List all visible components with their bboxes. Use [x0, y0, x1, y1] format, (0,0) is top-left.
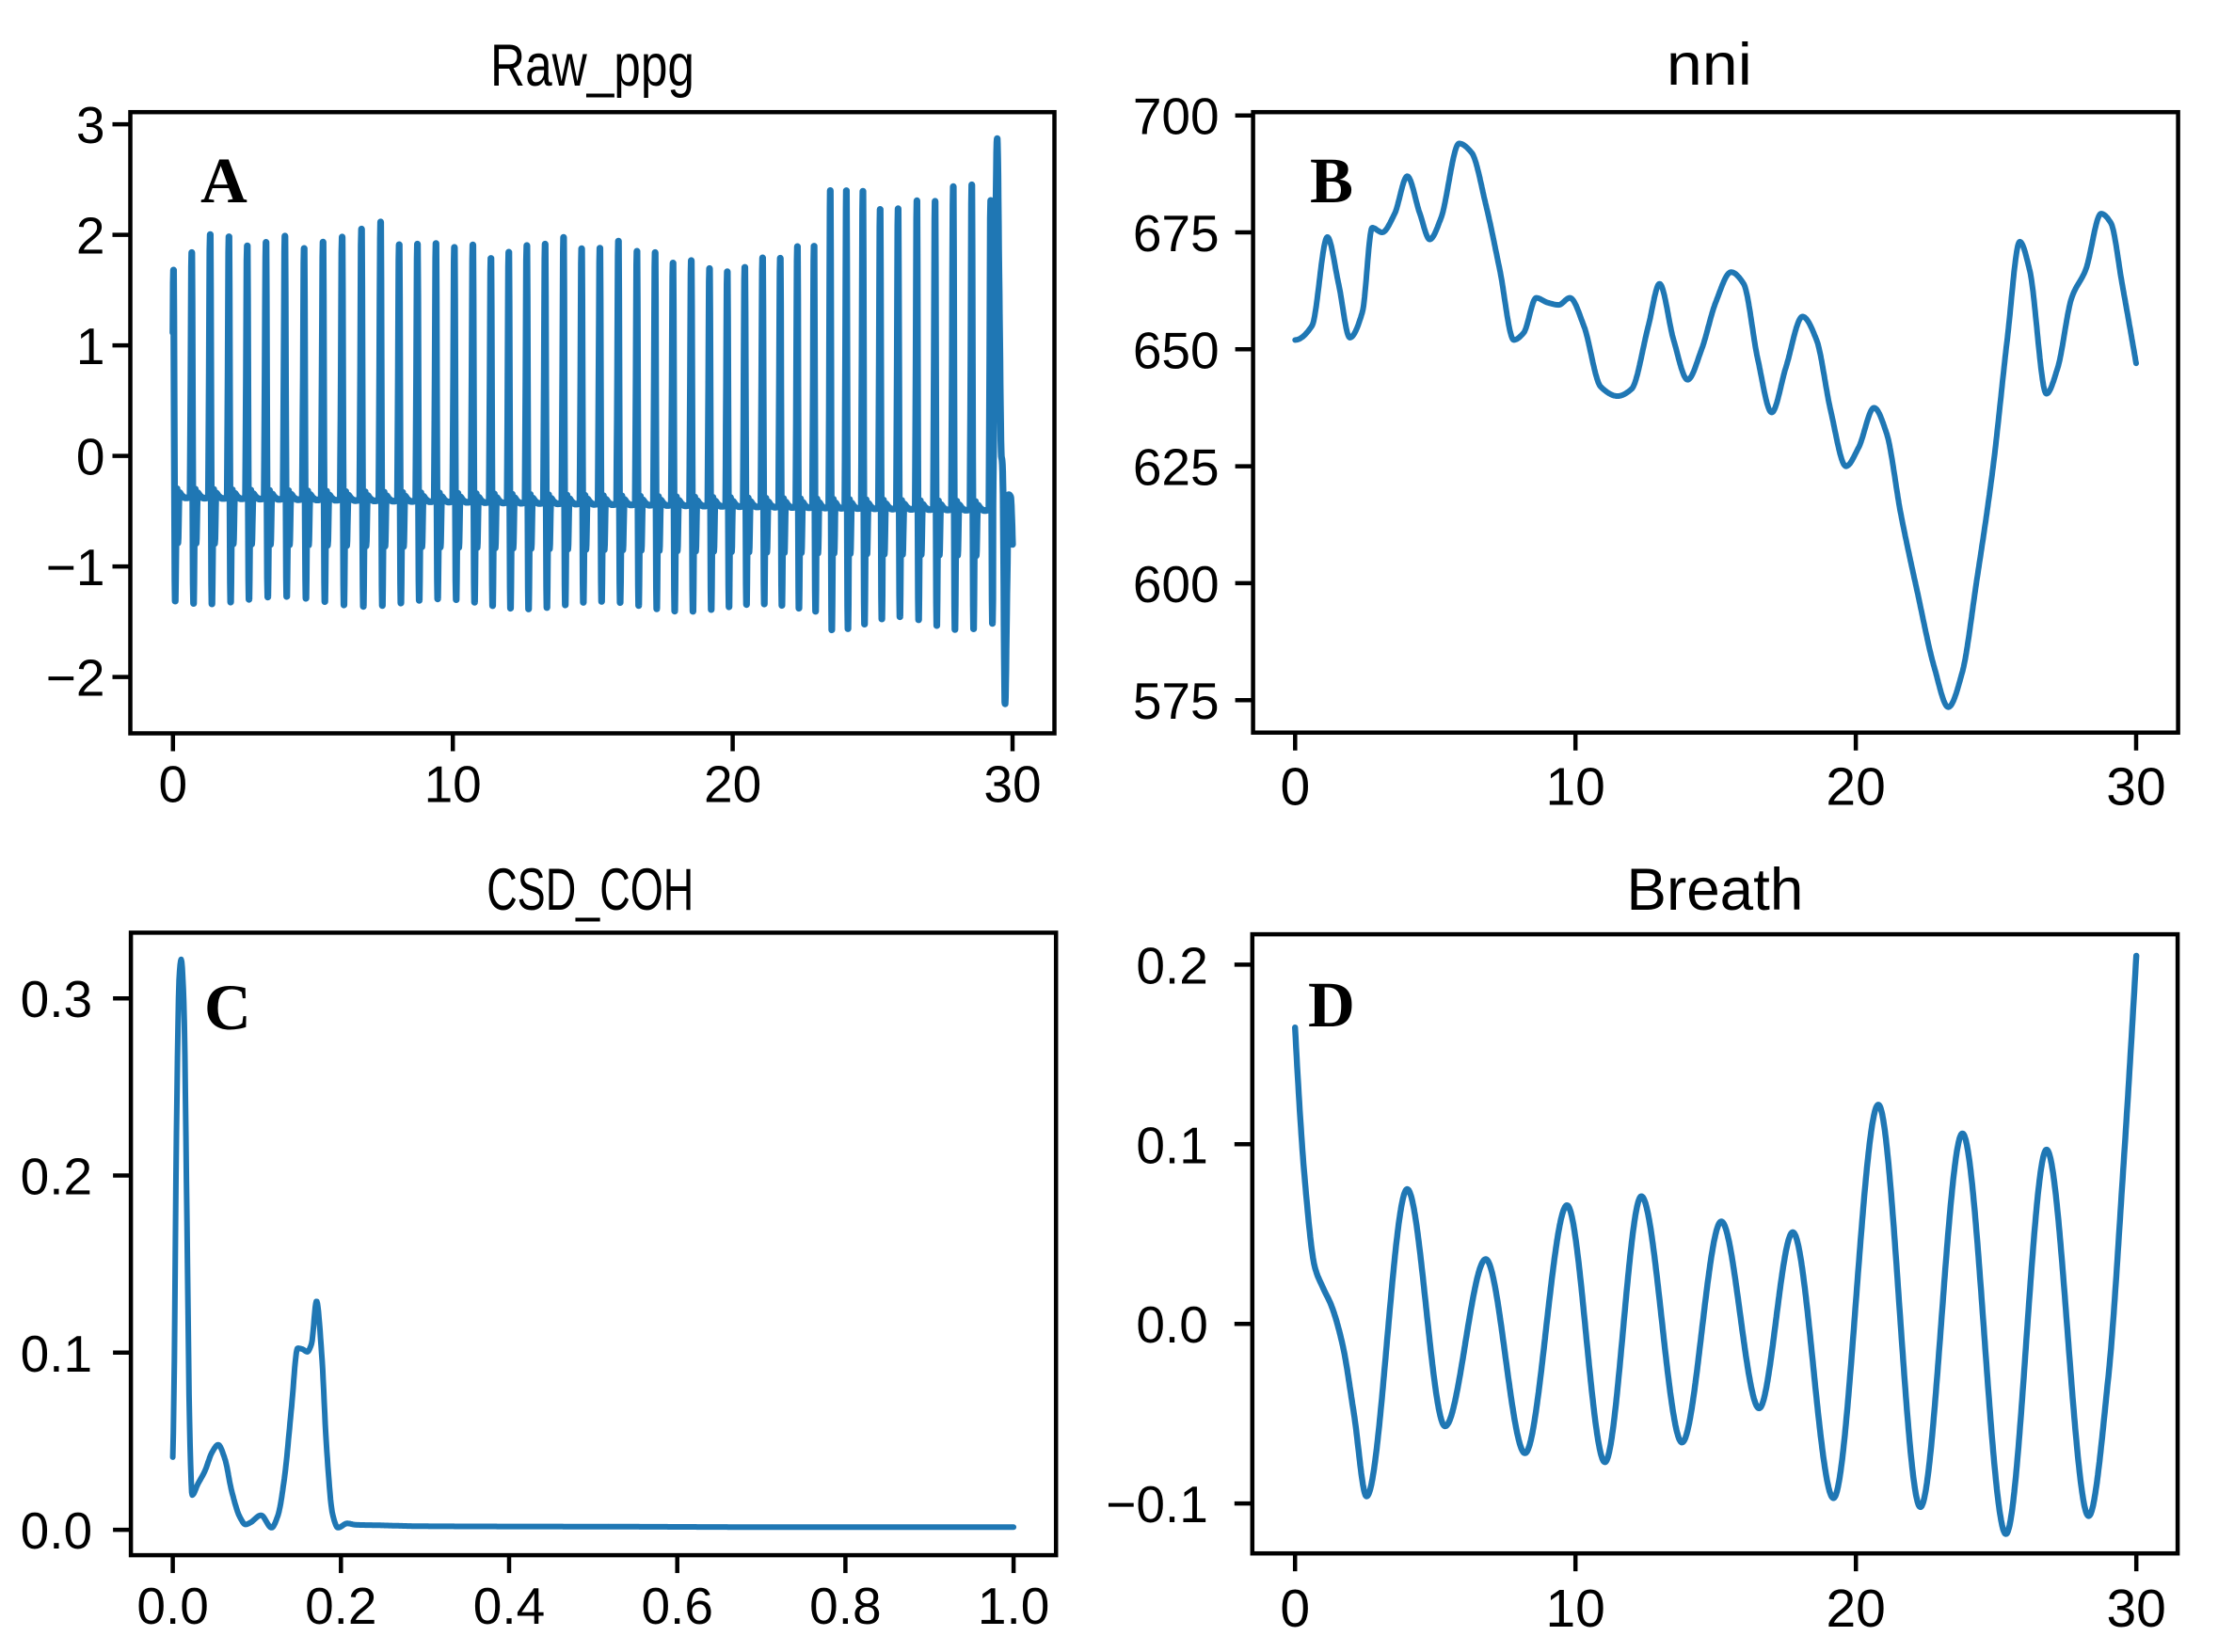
svg-text:−1: −1 — [46, 538, 105, 596]
svg-text:CSD_COH: CSD_COH — [487, 857, 694, 923]
svg-text:0.4: 0.4 — [473, 1577, 545, 1635]
svg-text:0.1: 0.1 — [1136, 1116, 1207, 1174]
svg-text:0.3: 0.3 — [21, 970, 92, 1028]
svg-text:700: 700 — [1133, 87, 1220, 146]
svg-text:B: B — [1310, 145, 1353, 216]
svg-text:10: 10 — [424, 755, 482, 814]
svg-text:20: 20 — [704, 755, 761, 814]
svg-text:−2: −2 — [46, 649, 105, 707]
svg-text:0: 0 — [1280, 757, 1310, 818]
svg-text:0.2: 0.2 — [305, 1577, 376, 1635]
svg-text:650: 650 — [1133, 321, 1220, 379]
svg-text:0.2: 0.2 — [21, 1148, 92, 1206]
svg-text:1: 1 — [76, 317, 105, 375]
svg-text:3: 3 — [76, 96, 105, 154]
svg-text:0: 0 — [159, 755, 188, 814]
svg-text:30: 30 — [2106, 1579, 2165, 1639]
svg-text:10: 10 — [1545, 1579, 1604, 1639]
svg-text:625: 625 — [1133, 438, 1220, 497]
svg-text:20: 20 — [1826, 757, 1885, 818]
svg-text:20: 20 — [1826, 1579, 1885, 1639]
svg-text:10: 10 — [1545, 757, 1604, 818]
svg-text:0.2: 0.2 — [1136, 936, 1207, 994]
svg-text:nni: nni — [1667, 32, 1752, 98]
svg-text:0.6: 0.6 — [641, 1577, 712, 1635]
svg-text:Breath: Breath — [1626, 857, 1803, 923]
svg-text:0.0: 0.0 — [136, 1577, 208, 1635]
svg-text:675: 675 — [1133, 204, 1220, 262]
svg-text:0.1: 0.1 — [21, 1325, 92, 1383]
svg-text:0: 0 — [1280, 1579, 1310, 1639]
svg-text:1.0: 1.0 — [978, 1577, 1049, 1635]
svg-text:30: 30 — [983, 755, 1041, 814]
svg-text:0: 0 — [76, 428, 105, 486]
svg-text:575: 575 — [1133, 672, 1220, 730]
svg-text:2: 2 — [76, 207, 105, 265]
svg-text:−0.1: −0.1 — [1106, 1475, 1208, 1533]
svg-text:Raw_ppg: Raw_ppg — [490, 33, 694, 99]
svg-text:C: C — [204, 972, 251, 1043]
svg-text:0.0: 0.0 — [1136, 1295, 1207, 1354]
svg-text:A: A — [200, 145, 247, 216]
svg-text:0.8: 0.8 — [809, 1577, 881, 1635]
svg-text:D: D — [1308, 969, 1355, 1040]
svg-text:600: 600 — [1133, 555, 1220, 613]
svg-text:30: 30 — [2106, 757, 2165, 818]
svg-text:0.0: 0.0 — [21, 1501, 92, 1560]
